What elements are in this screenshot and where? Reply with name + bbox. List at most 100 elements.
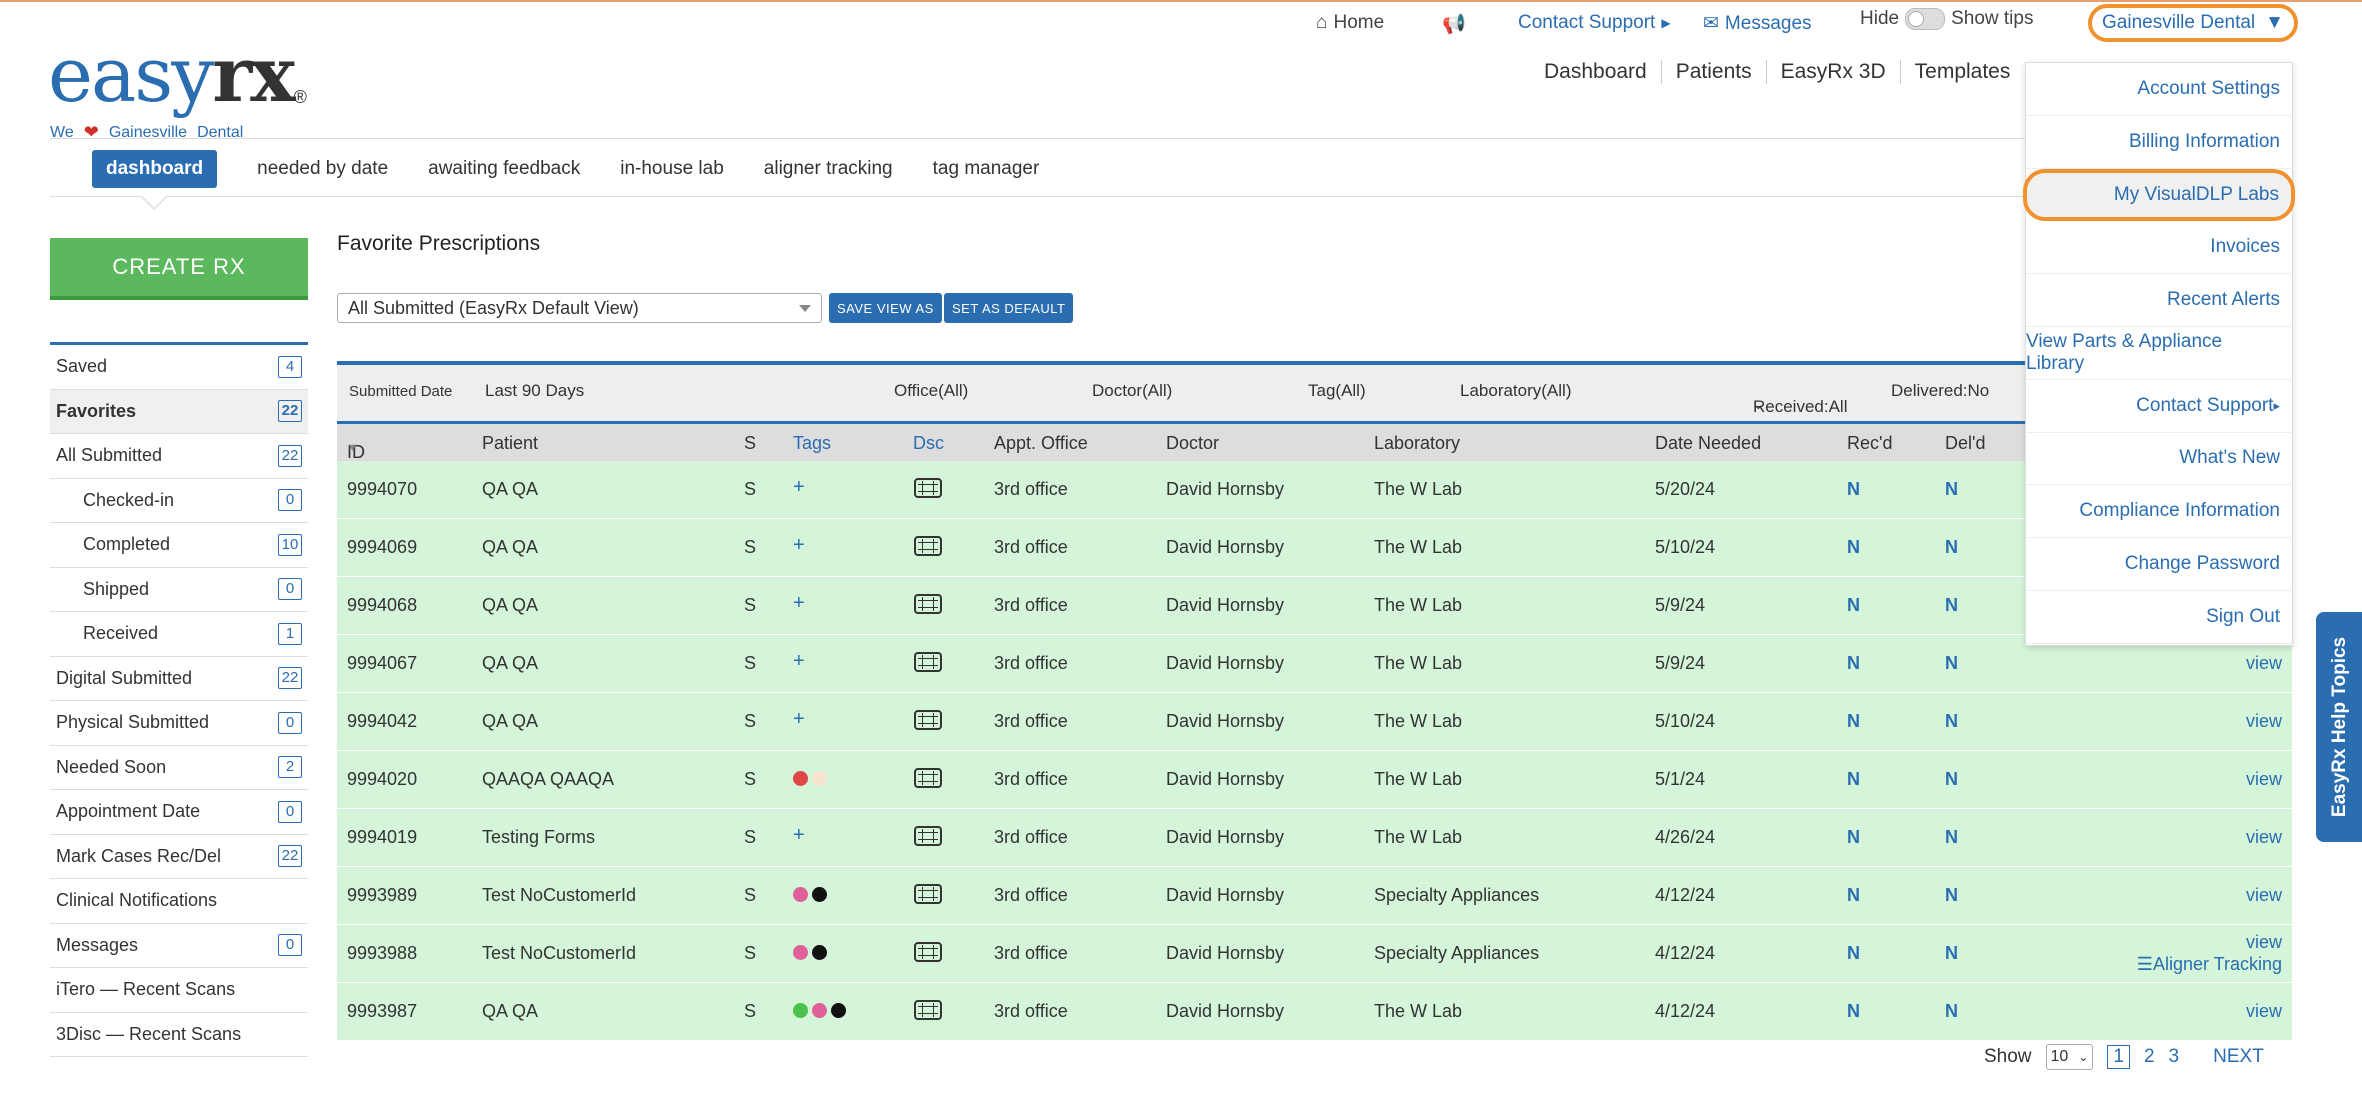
table-row[interactable]: 9994067 QA QA S 3rd office David Hornsby The … [337,635,2292,693]
contact-support-link[interactable]: Contact Support ▶ [1518,12,1671,33]
cell-deld[interactable]: N [1945,827,1958,847]
easyrx-logo[interactable]: easyrx® [48,30,307,119]
cell-recd[interactable]: N [1847,711,1860,731]
sidebar-item[interactable]: Saved 4 [50,345,308,390]
col-dsc[interactable]: Dsc [913,433,944,453]
next-button[interactable]: NEXT [2213,1046,2264,1067]
cell-recd[interactable]: N [1847,653,1860,673]
table-row[interactable]: 9994068 QA QA S 3rd office David Hornsby The … [337,577,2292,635]
tag-dots[interactable] [793,945,827,960]
sidebar-item[interactable]: Messages 0 [50,924,308,968]
toggle-switch[interactable] [1905,8,1946,30]
messages-link[interactable]: ✉ Messages [1703,12,1812,35]
save-view-button[interactable]: SAVE VIEW AS [829,293,942,323]
col-s[interactable]: S [744,433,757,453]
menu-item[interactable]: My VisualDLP Labs [2023,168,2295,222]
table-row[interactable]: 9993989 Test NoCustomerId S 3rd office David… [337,867,2292,925]
add-tag-button[interactable]: + [793,708,805,730]
menu-item[interactable]: Recent Alerts [2026,274,2292,327]
laboratory-filter[interactable]: Laboratory(All) [1460,381,1572,400]
view-link[interactable]: view [2245,1001,2282,1021]
menu-item[interactable]: Invoices [2026,221,2292,275]
sidebar-item[interactable]: Completed 10 [50,523,308,568]
add-tag-button[interactable]: + [793,592,805,614]
nav-easyrx-3d[interactable]: EasyRx 3D [1765,60,1900,84]
sidebar-item[interactable]: Physical Submitted 0 [50,701,308,746]
table-row[interactable]: 9994019 Testing Forms S 3rd office David Hor… [337,809,2292,867]
cell-recd[interactable]: N [1847,595,1860,615]
sidebar-item[interactable]: Digital Submitted 22 [50,657,308,701]
scan-icon[interactable] [914,652,942,672]
col-deld[interactable]: Del'd [1945,433,1986,453]
view-select[interactable]: All Submitted (EasyRx Default View) [337,293,822,323]
cell-deld[interactable]: N [1945,595,1958,615]
tag-dots[interactable] [793,1003,846,1018]
view-link[interactable]: view [2245,711,2282,731]
tag-dots[interactable] [793,771,827,786]
menu-item[interactable]: What's New [2026,433,2292,486]
cell-deld[interactable]: N [1945,1001,1958,1021]
cell-deld[interactable]: N [1945,943,1958,963]
cell-deld[interactable]: N [1945,479,1958,499]
col-tags[interactable]: Tags [793,433,832,453]
cell-recd[interactable]: N [1847,479,1860,499]
col-date-needed[interactable]: Date Needed [1655,433,1762,453]
page-3[interactable]: 3 [2168,1046,2180,1067]
home-link[interactable]: ⌂ Home [1316,12,1385,33]
office-menu-button[interactable]: Gainesville Dental ▼ [2088,4,2298,42]
tab-dashboard[interactable]: dashboard [92,150,218,188]
scan-icon[interactable] [914,478,942,498]
sidebar-item[interactable]: Shipped 0 [50,568,308,612]
table-row[interactable]: 9994020 QAAQA QAAQA S 3rd office David Horns… [337,751,2292,809]
cell-recd[interactable]: N [1847,769,1860,789]
col-laboratory[interactable]: Laboratory [1374,433,1461,453]
view-link[interactable]: view [2245,827,2282,847]
tips-toggle[interactable]: Hide Show tips [1860,8,2034,30]
view-link[interactable]: view [2245,885,2282,905]
table-row[interactable]: 9993987 QA QA S 3rd office David Hornsby The … [337,983,2292,1041]
sidebar-item[interactable]: Favorites 22 [50,389,308,434]
view-link[interactable]: view [2245,653,2282,673]
tab-in-house-lab[interactable]: in-house lab [620,158,724,179]
delivered-filter[interactable]: Delivered:No [1891,381,1990,400]
per-page-select[interactable]: 10 ⌄ [2045,1044,2094,1070]
create-rx-button[interactable]: CREATE RX [50,238,308,300]
sidebar-item[interactable]: iTero — Recent Scans [50,968,308,1013]
scan-icon[interactable] [914,594,942,614]
table-row[interactable]: 9994070 QA QA S 3rd office David Hornsby The … [337,461,2292,519]
nav-patients[interactable]: Patients [1660,60,1766,84]
view-link[interactable]: view [2245,769,2282,789]
table-row[interactable]: 9993988 Test NoCustomerId S 3rd office David… [337,925,2292,983]
table-row[interactable]: 9994042 QA QA S 3rd office David Hornsby The … [337,693,2292,751]
sidebar-item[interactable]: 3Disc — Recent Scans [50,1013,308,1057]
add-tag-button[interactable]: + [793,534,805,556]
tab-aligner-tracking[interactable]: aligner tracking [763,158,893,179]
scan-icon[interactable] [914,768,942,788]
office-filter[interactable]: Office(All) [894,381,969,400]
view-link[interactable]: view [2245,932,2282,952]
submitted-date-filter[interactable]: Last 90 Days [485,381,585,400]
col-doctor[interactable]: Doctor [1166,433,1220,453]
nav-dashboard[interactable]: Dashboard [1544,60,1647,83]
tag-dots[interactable] [793,887,827,902]
tab-awaiting-feedback[interactable]: awaiting feedback [428,158,581,179]
menu-item[interactable]: Change Password [2026,538,2292,591]
menu-item[interactable]: Contact Support ▸ [2026,380,2292,433]
cell-recd[interactable]: N [1847,1001,1860,1021]
set-default-button[interactable]: SET AS DEFAULT [944,293,1074,323]
aligner-tracking-link[interactable]: ☰Aligner Tracking [2136,954,2282,974]
col-recd[interactable]: Rec'd [1847,433,1893,453]
sidebar-item[interactable]: Needed Soon 2 [50,746,308,790]
menu-item[interactable]: Billing Information [2026,116,2292,169]
col-appt-office[interactable]: Appt. Office [994,433,1088,453]
scan-icon[interactable] [914,536,942,556]
add-tag-button[interactable]: + [793,824,805,846]
cell-recd[interactable]: N [1847,885,1860,905]
sidebar-item[interactable]: All Submitted 22 [50,434,308,479]
tab-needed-by-date[interactable]: needed by date [257,158,389,179]
sidebar-item[interactable]: Checked-in 0 [50,479,308,523]
cell-deld[interactable]: N [1945,711,1958,731]
sidebar-item[interactable]: Clinical Notifications [50,879,308,924]
menu-item[interactable]: View Parts & Appliance Library [2026,327,2292,380]
cell-recd[interactable]: N [1847,943,1860,963]
